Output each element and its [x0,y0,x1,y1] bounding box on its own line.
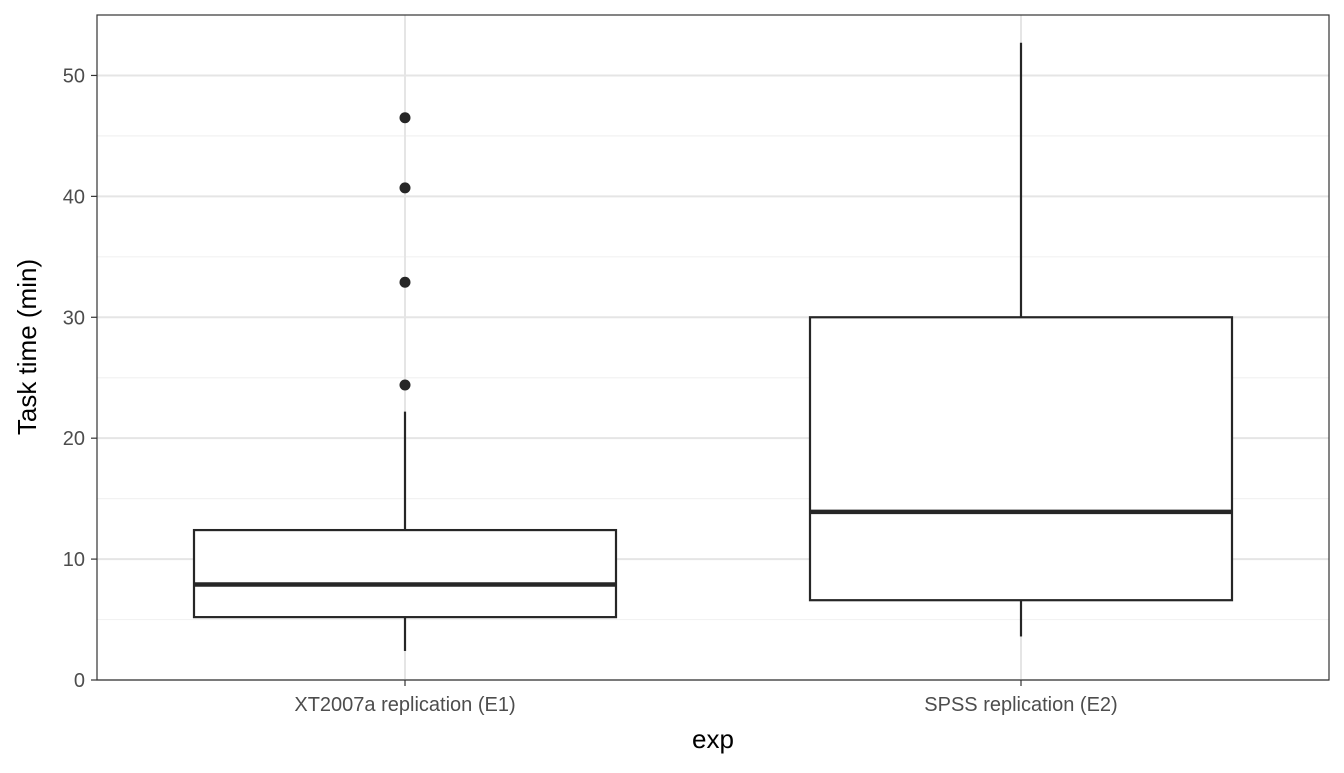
box-group [808,42,1234,637]
boxes-layer [192,42,1234,651]
y-tick-label: 10 [63,549,85,571]
y-axis-ticks: 0 10 20 30 40 50 [63,65,97,692]
x-axis-ticks: XT2007a replication (E1) SPSS replication… [294,680,1118,716]
outlier-point [399,112,411,124]
outlier-point [399,182,411,194]
y-tick-label: 0 [74,670,85,692]
y-tick-label: 30 [63,307,85,329]
x-tick-label: XT2007a replication (E1) [294,694,515,716]
y-axis-title: Task time (min) [12,259,42,435]
y-tick-label: 40 [63,186,85,208]
panel-border [96,14,1330,681]
box-iqr [808,316,1234,602]
y-tick-label: 50 [63,65,85,87]
x-axis-title: exp [692,724,734,754]
y-tick-label: 20 [63,428,85,450]
x-tick-label: SPSS replication (E2) [924,694,1117,716]
box-iqr [192,528,618,619]
box-group [192,112,618,651]
outlier-point [399,379,411,391]
outlier-point [399,276,411,288]
